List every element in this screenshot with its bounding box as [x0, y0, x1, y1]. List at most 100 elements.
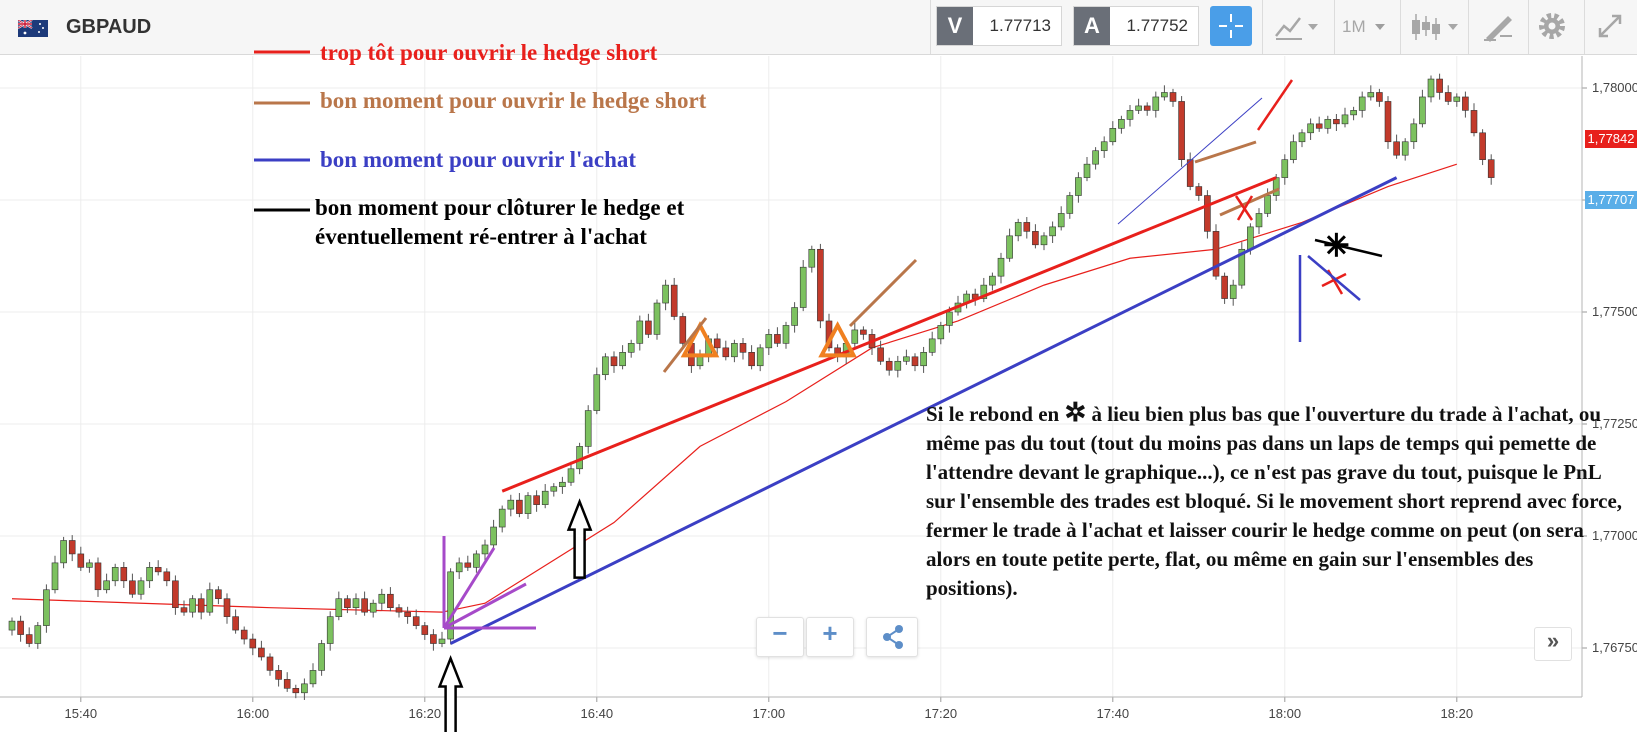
candle-body	[516, 499, 523, 514]
candle-body	[696, 356, 704, 367]
candle-body	[584, 410, 592, 447]
candle-body	[860, 329, 867, 335]
candle-body	[524, 495, 532, 514]
hedge-short-mark	[848, 258, 918, 328]
candle-body	[1298, 132, 1306, 143]
candle-body	[146, 567, 153, 582]
legend-brown-label: bon moment pour ouvrir le hedge short	[320, 88, 707, 113]
settings-button[interactable]	[1532, 6, 1572, 46]
bid-quote[interactable]: V 1.77713	[936, 6, 1062, 46]
candle-body	[258, 647, 265, 658]
candle-body	[636, 320, 644, 344]
thin-trendline	[1117, 97, 1263, 225]
candle-body	[722, 347, 730, 358]
drawing-tools-button[interactable]	[1474, 6, 1522, 46]
candle-body	[335, 598, 343, 617]
arrow-up-icon	[566, 498, 593, 579]
entry-fan	[443, 582, 527, 630]
x-tick-label: 15:40	[65, 706, 98, 721]
candle-body	[275, 670, 282, 680]
indicators-button[interactable]	[1268, 6, 1328, 46]
candle-body	[1324, 119, 1332, 129]
candle-body	[670, 284, 678, 317]
candle-body	[266, 656, 274, 671]
toolbar-divider	[1584, 0, 1585, 54]
candle-body	[455, 562, 463, 573]
candle-body	[1264, 195, 1271, 214]
candle-body	[1118, 119, 1125, 129]
candle-body	[395, 607, 403, 613]
candle-body	[387, 593, 394, 608]
timeframe-dropdown[interactable]: 1M	[1340, 6, 1396, 46]
x-tick-label: 18:00	[1269, 706, 1302, 721]
candle-body	[378, 593, 386, 604]
candle-body	[326, 616, 334, 644]
candle-body	[361, 598, 368, 613]
candle-body	[301, 683, 308, 694]
candle-body	[1014, 222, 1022, 237]
candle-body	[1358, 96, 1366, 111]
candle-body	[1307, 123, 1314, 134]
entry-fan	[442, 547, 496, 629]
candle-body	[619, 352, 626, 367]
candle-body	[1341, 114, 1349, 125]
symbol-title: GBPAUD	[66, 16, 152, 38]
candle-body	[1186, 159, 1194, 187]
candle-body	[1057, 213, 1065, 228]
candle-body	[473, 553, 480, 568]
candle-body	[1401, 141, 1409, 156]
candle-body	[1315, 123, 1323, 129]
y-tick-label: 1,76750	[1592, 640, 1637, 655]
ask-quote[interactable]: A 1.77752	[1073, 6, 1199, 46]
candle-body	[1281, 159, 1289, 178]
candle-body	[1023, 222, 1031, 232]
candle-body	[438, 638, 446, 644]
share-button[interactable]	[866, 617, 918, 657]
candle-body	[120, 567, 128, 582]
candle-body	[344, 598, 351, 608]
fullscreen-icon	[1598, 14, 1622, 38]
candle-body	[1470, 110, 1478, 134]
candle-body	[86, 562, 93, 568]
toolbar-divider	[930, 0, 931, 54]
fullscreen-button[interactable]	[1590, 6, 1630, 46]
candle-body	[1109, 128, 1117, 143]
candle-body	[180, 607, 188, 613]
candle-body	[1169, 92, 1177, 102]
scroll-forward-button[interactable]: »	[1534, 627, 1572, 661]
candle-body	[17, 620, 24, 635]
candle-body	[1436, 78, 1443, 93]
candle-body	[885, 360, 893, 371]
chart-toolbar: GBPAUD V 1.77713 A 1.77752 1M	[0, 0, 1637, 55]
candle-body	[1333, 119, 1340, 125]
bid-value: 1.77713	[989, 16, 1051, 35]
crosshair-button[interactable]	[1210, 6, 1252, 46]
x-tick-label: 17:40	[1097, 706, 1130, 721]
triangle-marker	[680, 321, 720, 358]
candle-body	[791, 307, 798, 326]
candle-body	[877, 347, 884, 362]
x-tick-label: 18:20	[1441, 706, 1474, 721]
trendline	[449, 176, 1398, 645]
toolbar-divider	[1468, 0, 1469, 54]
candle-body	[1075, 177, 1082, 196]
candle-body	[731, 343, 738, 358]
candle-body	[1384, 101, 1392, 143]
candle-body	[937, 325, 945, 340]
candle-body	[8, 620, 16, 631]
candle-body	[1367, 92, 1375, 98]
candle-body	[756, 347, 764, 367]
zoom-out-button[interactable]: −	[756, 617, 804, 657]
legend-black-label: bon moment pour clôturer le hedge et	[315, 195, 685, 220]
candle-body	[197, 598, 205, 613]
candle-body	[1032, 231, 1039, 246]
candle-body	[559, 481, 566, 488]
candle-body	[1006, 235, 1013, 259]
zoom-in-button[interactable]: +	[806, 617, 854, 657]
candle-body	[111, 567, 119, 582]
candle-body	[713, 338, 721, 349]
chart-type-button[interactable]	[1404, 6, 1464, 46]
candle-body	[318, 643, 325, 671]
candle-body	[928, 338, 936, 353]
